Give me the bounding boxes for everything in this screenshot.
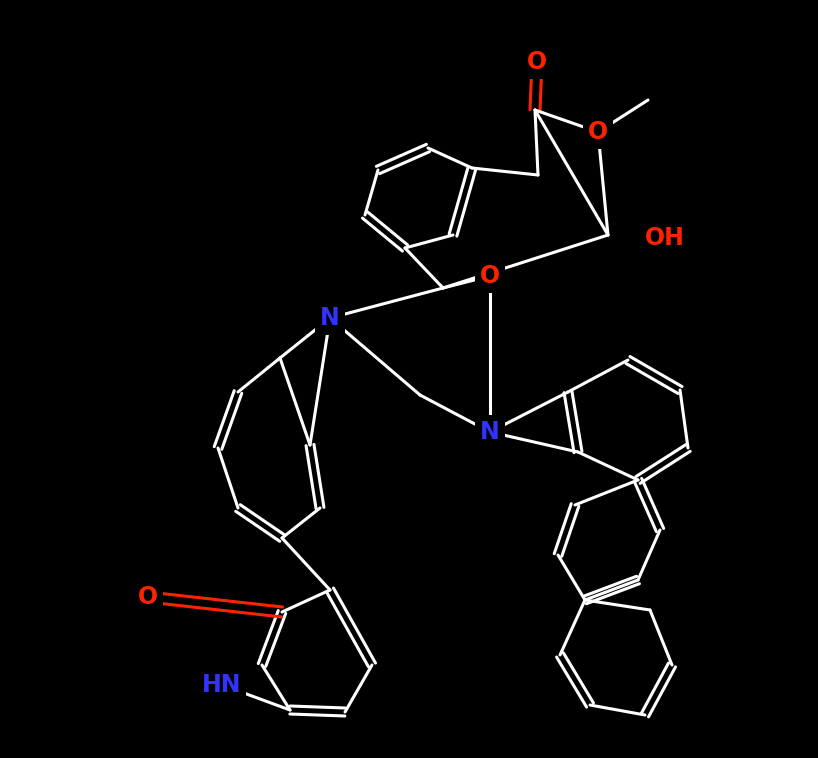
Text: O: O xyxy=(527,50,547,74)
Text: HN: HN xyxy=(202,673,242,697)
Text: O: O xyxy=(480,264,500,288)
Text: OH: OH xyxy=(645,226,685,250)
Text: O: O xyxy=(138,585,158,609)
Text: N: N xyxy=(320,306,339,330)
Text: O: O xyxy=(588,120,608,144)
Text: N: N xyxy=(480,420,500,444)
